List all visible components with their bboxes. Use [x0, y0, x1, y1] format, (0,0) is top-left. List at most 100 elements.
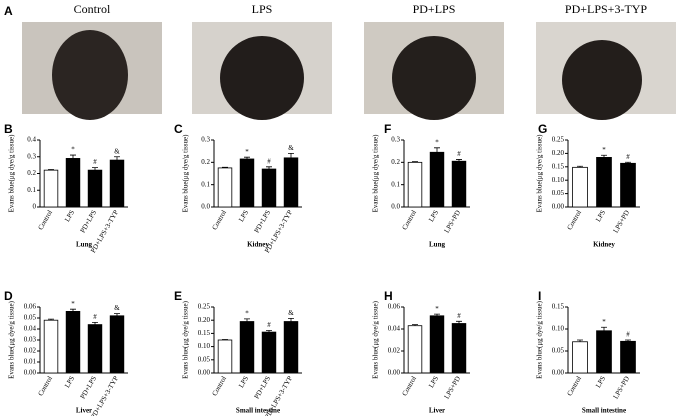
panel-letter: C: [174, 122, 183, 136]
x-axis-label: Liver: [76, 407, 92, 415]
y-tick-label: 0.02: [24, 347, 37, 355]
y-tick-label: 0.20: [552, 149, 565, 157]
error-bar: [48, 169, 54, 171]
x-tick-label: LPS: [427, 209, 440, 224]
significance-marker: &: [114, 304, 120, 312]
x-tick-label: LPS+PD: [443, 375, 462, 401]
error-bar: [244, 318, 250, 322]
bar: [87, 169, 103, 208]
error-bar: [577, 165, 583, 168]
photo: [220, 36, 304, 120]
x-tick-label: PD+LPS: [79, 375, 98, 401]
x-axis-label: Kidney: [593, 241, 615, 249]
significance-marker: *: [602, 318, 606, 326]
x-tick-label: LPS+PD: [612, 375, 631, 401]
y-tick-label: 0.25: [552, 136, 565, 144]
significance-marker: *: [245, 148, 249, 156]
bar: [65, 158, 81, 208]
y-tick-label: 0.15: [552, 303, 565, 311]
x-axis-label: Lung: [429, 241, 445, 249]
y-tick-label: 0.04: [388, 325, 401, 333]
bar: [217, 339, 233, 374]
y-tick-label: 0.1: [201, 180, 210, 188]
significance-marker: *: [71, 300, 75, 308]
x-tick-label: Control: [211, 209, 229, 232]
y-tick-label: 0.00: [388, 369, 401, 377]
x-tick-label: PD+LPS: [253, 375, 272, 401]
y-tick-label: 0.00: [552, 369, 565, 377]
y-tick-label: 0.00: [24, 369, 37, 377]
significance-marker: &: [288, 309, 294, 317]
bar: [283, 157, 299, 208]
y-tick-label: 0.03: [24, 336, 37, 344]
bar: [109, 315, 125, 374]
error-bar: [70, 308, 76, 312]
photo-label: PD+LPS: [413, 2, 456, 16]
significance-marker: *: [602, 146, 606, 154]
y-axis-label: Evans blue(μg dye/g tissue): [182, 300, 190, 378]
x-tick-label: PD+LPS: [79, 209, 98, 235]
y-axis-label: Evans blue(μg dye/g tissue): [8, 134, 16, 212]
x-axis-label: Small intestine: [582, 407, 626, 415]
y-tick-label: 0.0: [391, 203, 400, 211]
panel-letter: I: [538, 289, 541, 303]
error-bar: [266, 166, 272, 170]
significance-marker: #: [267, 157, 271, 165]
significance-marker: #: [93, 158, 97, 166]
bar: [239, 158, 255, 208]
error-bar: [434, 147, 440, 153]
y-tick-label: 0.3: [201, 136, 210, 144]
x-tick-label: Control: [37, 375, 55, 398]
error-bar: [625, 161, 631, 164]
y-tick-label: 0.15: [552, 162, 565, 170]
y-tick-label: 0.20: [198, 316, 211, 324]
y-tick-label: 0.0: [201, 203, 210, 211]
x-axis-label: Liver: [429, 407, 445, 415]
y-tick-label: 0.06: [388, 303, 401, 311]
panel-letter: H: [384, 289, 393, 303]
y-tick-label: 0: [33, 203, 37, 211]
y-tick-label: 0.00: [198, 369, 211, 377]
y-tick-label: 0.4: [27, 136, 36, 144]
panel-letter: B: [4, 122, 13, 136]
bar: [87, 324, 103, 374]
bar: [451, 323, 467, 374]
error-bar: [456, 159, 462, 162]
bar: [43, 319, 59, 374]
significance-marker: *: [435, 305, 439, 313]
y-tick-label: 0.15: [198, 329, 211, 337]
photo-row: [22, 22, 676, 120]
y-tick-label: 0.3: [27, 152, 36, 160]
x-tick-label: PD+LPS: [253, 209, 272, 235]
bar: [217, 167, 233, 208]
significance-marker: &: [288, 144, 294, 152]
bar: [407, 325, 423, 374]
bar: [429, 315, 445, 374]
panel-letter: G: [538, 122, 547, 136]
photo: [392, 36, 476, 120]
panel-letter: A: [4, 4, 13, 18]
y-tick-label: 0.2: [201, 158, 210, 166]
significance-marker: *: [245, 309, 249, 317]
y-tick-label: 0.3: [391, 136, 400, 144]
photo-label: Control: [74, 2, 111, 16]
significance-marker: #: [457, 150, 461, 158]
x-tick-label: LPS: [237, 375, 250, 390]
y-axis-label: Evans blue(μg dye/g tissue): [372, 300, 380, 378]
error-bar: [70, 154, 76, 159]
y-tick-label: 0.25: [198, 303, 211, 311]
bar: [596, 330, 612, 374]
error-bar: [114, 313, 120, 316]
bar: [261, 331, 277, 374]
x-tick-label: LPS: [63, 209, 76, 224]
bar: [620, 340, 636, 374]
bar: [620, 162, 636, 208]
significance-marker: #: [93, 313, 97, 321]
panel-letter: D: [4, 289, 13, 303]
significance-marker: #: [626, 153, 630, 161]
x-tick-label: LPS: [237, 209, 250, 224]
y-tick-label: 0.10: [198, 342, 211, 350]
bar: [572, 341, 588, 374]
y-tick-label: 0.01: [24, 358, 37, 366]
